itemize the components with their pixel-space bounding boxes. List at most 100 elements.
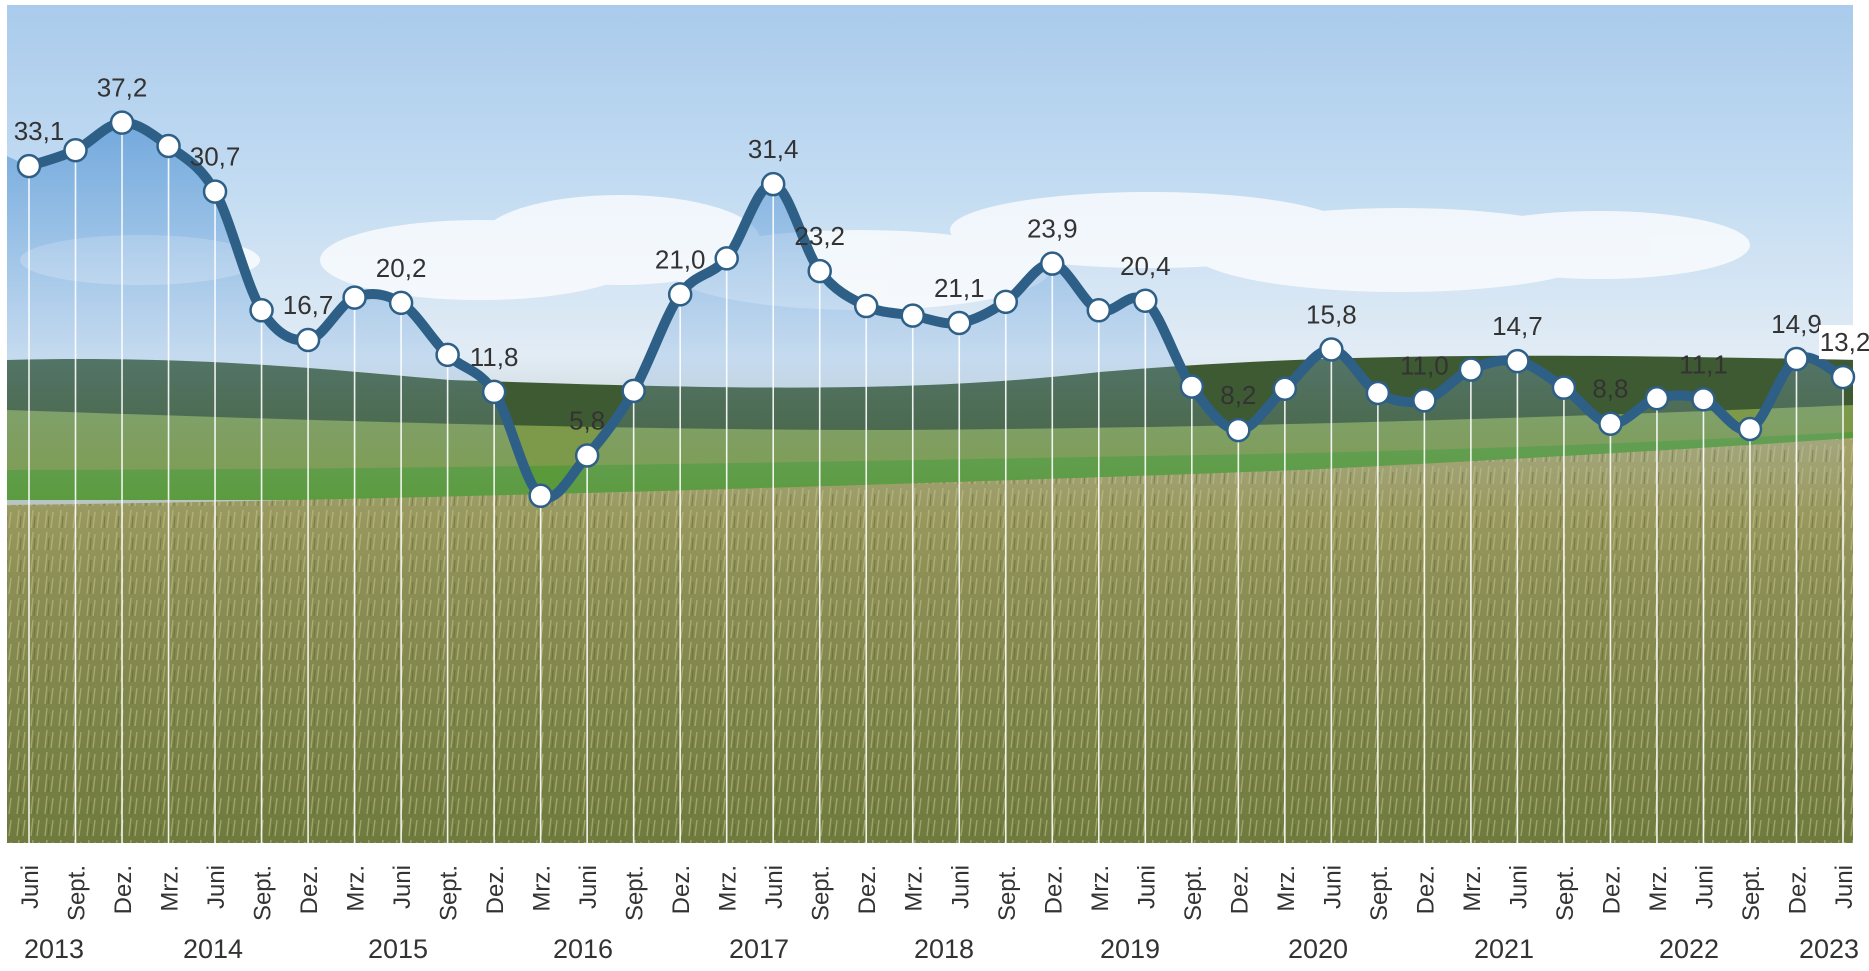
x-tick-label-month: Dez. bbox=[1598, 865, 1625, 914]
x-axis-month-labels: Juni Sept. Dez. Mrz. Juni Sept. Dez. Mrz. Juni Se… bbox=[17, 865, 1858, 921]
x-tick-label-month: Mrz. bbox=[157, 865, 184, 912]
data-point bbox=[900, 303, 925, 328]
data-point bbox=[993, 289, 1019, 315]
data-label: 11,8 bbox=[470, 342, 519, 372]
x-tick-label-month: Mrz. bbox=[1273, 865, 1300, 912]
data-label: 11,0 bbox=[1400, 350, 1449, 380]
data-point bbox=[1505, 348, 1530, 374]
data-point bbox=[807, 258, 832, 284]
data-point bbox=[435, 342, 460, 368]
x-tick-label-month: Mrz. bbox=[529, 865, 556, 912]
data-point bbox=[714, 246, 739, 271]
data-point bbox=[1179, 374, 1205, 399]
data-point bbox=[202, 179, 228, 204]
x-tick-label-month: Dez. bbox=[482, 865, 509, 914]
x-tick-label-year: 2018 bbox=[914, 934, 974, 964]
data-point bbox=[1272, 376, 1298, 401]
data-label-background bbox=[1819, 325, 1867, 360]
data-point bbox=[853, 293, 879, 319]
x-tick-label-month: Mrz. bbox=[1459, 865, 1486, 912]
data-label: 5,8 bbox=[569, 406, 605, 436]
data-point bbox=[342, 285, 367, 310]
x-tick-label-month: Juni bbox=[203, 865, 230, 909]
x-tick-label-year: 2019 bbox=[1100, 934, 1160, 964]
x-tick-label-month: Sept. bbox=[436, 865, 463, 921]
data-point bbox=[481, 379, 507, 405]
data-label: 37,2 bbox=[97, 73, 148, 103]
data-label: 21,0 bbox=[655, 244, 706, 274]
data-label: 14,9 bbox=[1771, 309, 1822, 339]
data-point bbox=[528, 483, 553, 509]
data-point bbox=[667, 282, 693, 307]
x-tick-label-month: Dez. bbox=[296, 865, 323, 914]
x-tick-label-month: Sept. bbox=[1366, 865, 1393, 921]
data-label: 15,8 bbox=[1306, 300, 1357, 330]
x-tick-label-month: Juni bbox=[389, 865, 416, 909]
x-tick-label-month: Sept. bbox=[64, 865, 91, 921]
data-label: 21,1 bbox=[934, 273, 985, 303]
x-tick-label-year: 2014 bbox=[183, 934, 243, 964]
x-tick-label-month: Juni bbox=[1133, 865, 1160, 909]
x-tick-label-year: 2021 bbox=[1474, 934, 1534, 964]
data-point bbox=[1226, 417, 1251, 443]
x-tick-label-month: Sept. bbox=[808, 865, 835, 921]
data-point bbox=[16, 153, 42, 179]
x-tick-label-month: Sept. bbox=[622, 865, 649, 921]
x-tick-label-month: Dez. bbox=[1785, 865, 1812, 914]
x-tick-label-month: Dez. bbox=[110, 865, 137, 914]
data-point bbox=[1551, 375, 1577, 400]
data-point bbox=[947, 310, 972, 336]
data-label: 31,4 bbox=[748, 134, 799, 164]
x-tick-label-month: Juni bbox=[1692, 865, 1719, 909]
data-point bbox=[1458, 357, 1484, 382]
x-tick-label-year: 2020 bbox=[1288, 934, 1348, 964]
data-point bbox=[156, 133, 181, 159]
data-point bbox=[1319, 337, 1344, 362]
x-tick-label-month: Sept. bbox=[250, 865, 277, 921]
data-point bbox=[109, 110, 135, 135]
data-label: 16,7 bbox=[283, 290, 334, 320]
data-point bbox=[388, 290, 414, 316]
x-tick-label-month: Dez. bbox=[1412, 865, 1439, 914]
data-label: 33,1 bbox=[14, 116, 65, 146]
data-label: 23,9 bbox=[1027, 214, 1078, 244]
x-tick-label-month: Mrz. bbox=[901, 865, 928, 912]
x-tick-label-month: Mrz. bbox=[343, 865, 370, 912]
x-tick-label-month: Dez. bbox=[1226, 865, 1253, 914]
x-tick-label-month: Juni bbox=[1319, 865, 1346, 909]
x-tick-label-month: Mrz. bbox=[1087, 865, 1114, 912]
data-point bbox=[249, 298, 274, 323]
x-tick-label-year: 2017 bbox=[729, 934, 789, 964]
data-point bbox=[1598, 411, 1623, 436]
x-tick-label-month: Sept. bbox=[1180, 865, 1207, 921]
x-axis-year-labels: 2013 2014 2015 2016 2017 2018 2019 2020 2021 2022… bbox=[24, 934, 1859, 964]
x-tick-label-month: Dez. bbox=[1040, 865, 1067, 914]
x-tick-label-month: Sept. bbox=[1738, 865, 1765, 921]
data-point bbox=[1830, 364, 1856, 390]
data-point bbox=[1086, 298, 1112, 323]
data-points bbox=[16, 110, 1856, 509]
data-point bbox=[1133, 288, 1158, 314]
data-label: 11,1 bbox=[1679, 349, 1728, 379]
x-tick-label-year: 2023 bbox=[1799, 934, 1859, 964]
drop-lines bbox=[28, 122, 1844, 843]
x-tick-label-year: 2013 bbox=[24, 934, 84, 964]
data-label: 8,8 bbox=[1592, 374, 1628, 404]
x-tick-label-year: 2015 bbox=[368, 934, 428, 964]
x-tick-label-month: Mrz. bbox=[715, 865, 742, 912]
data-label: 20,4 bbox=[1120, 251, 1171, 281]
x-tick-label-month: Juni bbox=[1505, 865, 1532, 909]
data-point bbox=[574, 443, 600, 468]
data-point bbox=[760, 171, 786, 197]
x-tick-label-year: 2022 bbox=[1659, 934, 1719, 964]
data-label: 20,2 bbox=[376, 253, 427, 283]
data-point bbox=[1737, 416, 1763, 442]
data-point bbox=[1784, 346, 1809, 372]
x-tick-label-month: Dez. bbox=[668, 865, 695, 914]
x-tick-label-month: Juni bbox=[761, 865, 788, 909]
x-tick-label-month: Juni bbox=[575, 865, 602, 909]
x-tick-label-year: 2016 bbox=[553, 934, 613, 964]
x-tick-label-month: Mrz. bbox=[1645, 865, 1672, 912]
